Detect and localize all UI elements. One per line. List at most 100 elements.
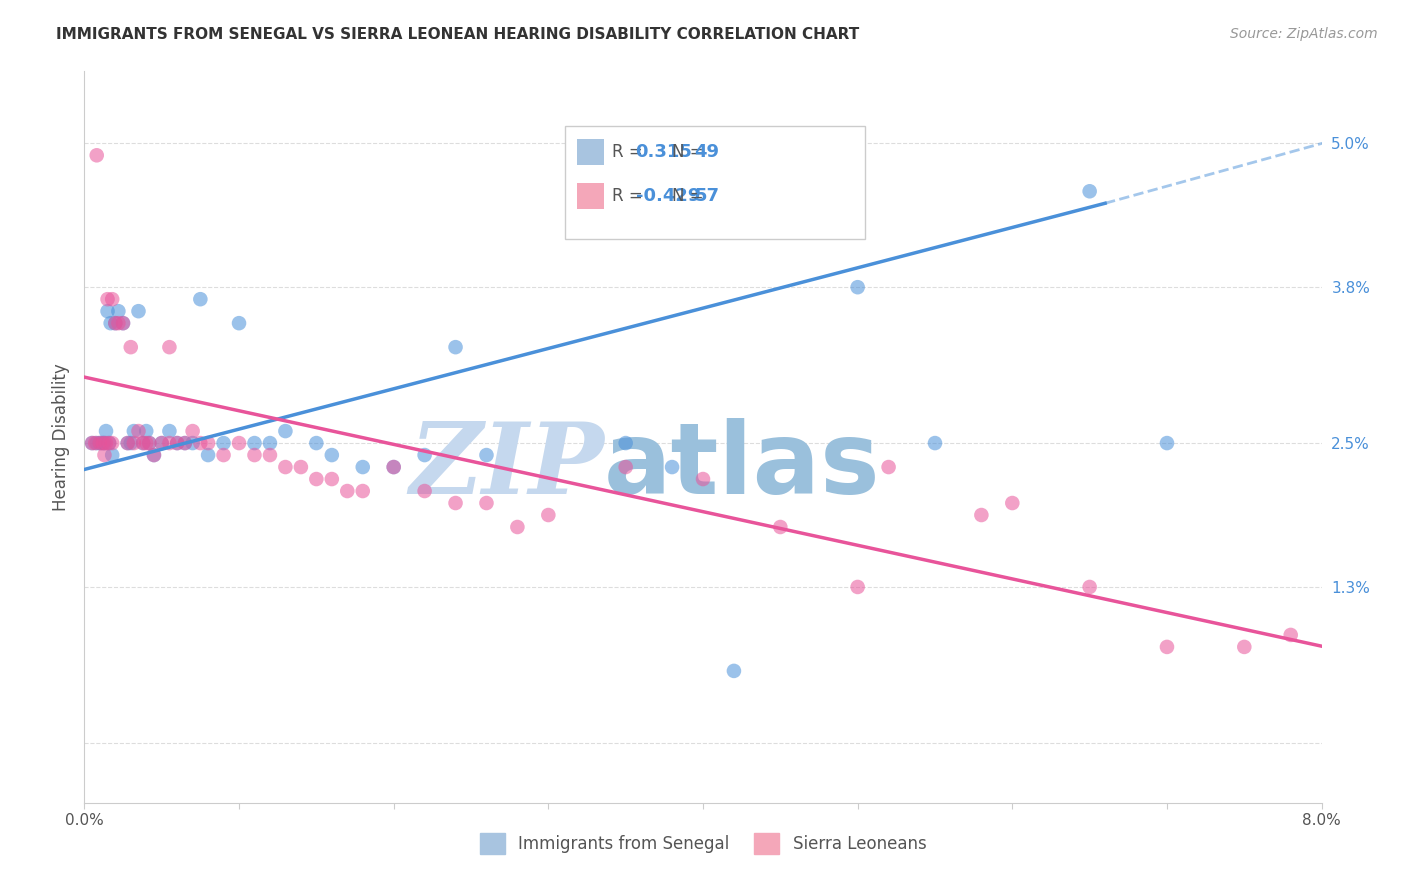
Point	[614, 436, 637, 450]
Point	[101, 448, 124, 462]
Y-axis label: Hearing Disability: Hearing Disability	[52, 363, 70, 511]
Point	[475, 496, 498, 510]
Text: 0.315: 0.315	[636, 143, 693, 161]
Text: ZIP: ZIP	[409, 418, 605, 515]
Point	[537, 508, 560, 522]
Text: N =: N =	[672, 143, 703, 161]
Point	[107, 304, 129, 318]
Point	[212, 448, 235, 462]
Text: 49: 49	[695, 143, 720, 161]
Point	[661, 460, 683, 475]
Point	[188, 436, 212, 450]
Point	[846, 580, 869, 594]
Point	[382, 460, 405, 475]
Point	[93, 448, 115, 462]
Text: N =: N =	[672, 187, 703, 205]
Point	[174, 436, 197, 450]
Point	[101, 436, 124, 450]
Point	[135, 436, 157, 450]
Point	[89, 436, 111, 450]
Text: IMMIGRANTS FROM SENEGAL VS SIERRA LEONEAN HEARING DISABILITY CORRELATION CHART: IMMIGRANTS FROM SENEGAL VS SIERRA LEONEA…	[56, 27, 859, 42]
Point	[159, 424, 180, 438]
Point	[120, 340, 142, 354]
Point	[336, 483, 359, 498]
Point	[924, 436, 946, 450]
Point	[94, 424, 117, 438]
Point	[846, 280, 869, 294]
Point	[100, 316, 122, 330]
Point	[117, 436, 139, 450]
Point	[475, 448, 498, 462]
Point	[413, 448, 436, 462]
Point	[290, 460, 312, 475]
Point	[91, 436, 114, 450]
Point	[107, 316, 129, 330]
Point	[98, 436, 121, 450]
Point	[1078, 580, 1101, 594]
Point	[506, 520, 529, 534]
Point	[150, 436, 173, 450]
Point	[91, 436, 114, 450]
Point	[84, 436, 107, 450]
Point	[769, 520, 792, 534]
Point	[89, 436, 111, 450]
Point	[143, 448, 166, 462]
Point	[138, 436, 160, 450]
Point	[127, 424, 149, 438]
Point	[413, 483, 436, 498]
Point	[444, 496, 467, 510]
Point	[197, 448, 219, 462]
Point	[1156, 436, 1178, 450]
Point	[127, 304, 149, 318]
Point	[321, 448, 343, 462]
Point	[259, 448, 281, 462]
Point	[1279, 628, 1302, 642]
Point	[382, 460, 405, 475]
Point	[877, 460, 900, 475]
Point	[143, 448, 166, 462]
Point	[166, 436, 188, 450]
Point	[243, 448, 266, 462]
Point	[159, 436, 180, 450]
Text: -0.429: -0.429	[636, 187, 700, 205]
Point	[94, 436, 117, 450]
Point	[181, 436, 204, 450]
Point	[86, 436, 108, 450]
Point	[117, 436, 139, 450]
Text: R =: R =	[612, 143, 643, 161]
Point	[228, 316, 250, 330]
Point	[1156, 640, 1178, 654]
Text: Source: ZipAtlas.com: Source: ZipAtlas.com	[1230, 27, 1378, 41]
Point	[228, 436, 250, 450]
Point	[159, 340, 180, 354]
Point	[132, 436, 155, 450]
Point	[305, 472, 328, 486]
Point	[352, 460, 374, 475]
Point	[444, 340, 467, 354]
Point	[274, 460, 297, 475]
Point	[243, 436, 266, 450]
Legend: Immigrants from Senegal, Sierra Leoneans: Immigrants from Senegal, Sierra Leoneans	[472, 827, 934, 860]
Point	[138, 436, 160, 450]
Point	[82, 436, 104, 450]
Point	[93, 436, 115, 450]
Point	[692, 472, 714, 486]
Text: atlas: atlas	[605, 417, 880, 515]
Point	[723, 664, 745, 678]
Point	[150, 436, 173, 450]
Point	[122, 436, 145, 450]
Point	[1233, 640, 1256, 654]
Point	[86, 148, 108, 162]
Point	[98, 436, 121, 450]
Point	[112, 316, 135, 330]
Point	[274, 424, 297, 438]
Point	[122, 424, 145, 438]
Point	[352, 483, 374, 498]
Point	[112, 316, 135, 330]
Point	[1001, 496, 1024, 510]
Point	[166, 436, 188, 450]
Point	[1078, 184, 1101, 198]
Text: R =: R =	[612, 187, 643, 205]
Point	[132, 436, 155, 450]
Point	[96, 304, 118, 318]
